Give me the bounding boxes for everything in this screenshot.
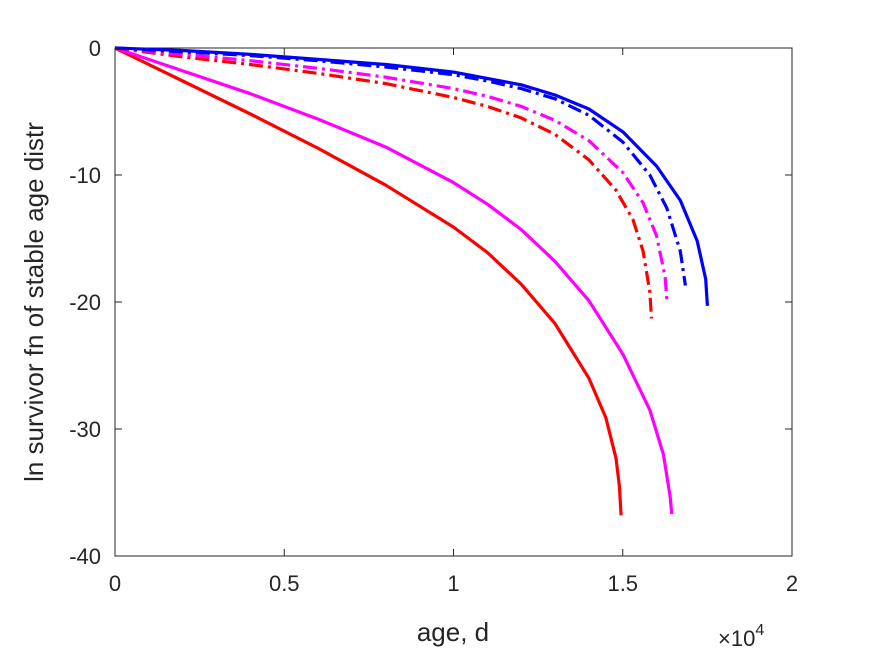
- plot-area: [114, 47, 793, 557]
- y-tick-label: 0: [89, 36, 101, 61]
- y-axis-label: ln survivor fn of stable age distr: [19, 122, 49, 482]
- series-layer: [114, 46, 709, 516]
- y-tick-label: -20: [69, 290, 101, 315]
- x-tick-label: 1: [447, 571, 459, 596]
- x-tick-label: 2: [786, 571, 798, 596]
- x-tick-label: 1.5: [607, 571, 638, 596]
- series-line-5: [114, 46, 687, 286]
- y-tick-label: -30: [69, 417, 101, 442]
- x-tick-label: 0.5: [269, 571, 300, 596]
- x-exponent-label: ×104: [718, 622, 764, 651]
- series-line-2: [114, 46, 674, 515]
- x-tick-label: 0: [109, 571, 121, 596]
- x-axis-label: age, d: [417, 617, 489, 647]
- x-exponent-base: ×10: [718, 626, 755, 651]
- y-tick-label: -10: [69, 163, 101, 188]
- series-line-6: [114, 46, 709, 306]
- y-tick-label: -40: [69, 544, 101, 569]
- series-line-3: [114, 46, 654, 319]
- series-line-4: [114, 46, 669, 300]
- series-line-1: [114, 46, 623, 516]
- ticks-layer: 0 0.5 1 1.5 2 0 -10 -20 -30 -40: [69, 36, 798, 596]
- x-exponent-power: 4: [755, 622, 764, 639]
